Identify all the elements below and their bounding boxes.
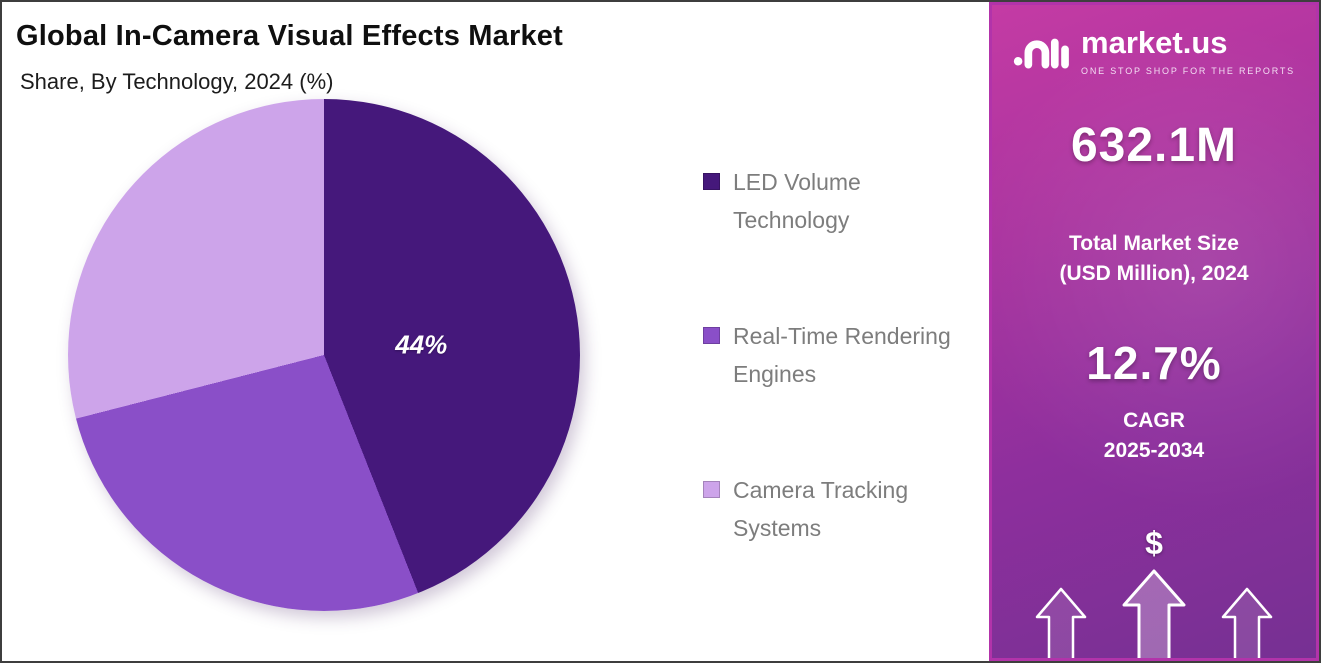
legend-swatch-led-volume (703, 173, 720, 190)
chart-legend: LED Volume Technology Real-Time Renderin… (703, 163, 963, 547)
page-title: Global In-Camera Visual Effects Market (16, 20, 563, 52)
brand-tagline: ONE STOP SHOP FOR THE REPORTS (1081, 65, 1295, 76)
legend-item-camera-tracking: Camera Tracking Systems (703, 471, 963, 547)
brand-text: market.us ONE STOP SHOP FOR THE REPORTS (1081, 25, 1295, 76)
pie-chart (68, 99, 580, 611)
stats-sidebar: market.us ONE STOP SHOP FOR THE REPORTS … (989, 2, 1319, 661)
market-size-label: Total Market Size (USD Million), 2024 (1059, 229, 1248, 290)
chart-section: Global In-Camera Visual Effects Market S… (2, 2, 989, 661)
legend-swatch-real-time-rendering (703, 327, 720, 344)
marketus-logo-icon (1013, 31, 1071, 76)
cagr-label-line2: 2025-2034 (1103, 439, 1205, 463)
legend-swatch-camera-tracking (703, 481, 720, 498)
pie-slice-label: 44% (395, 329, 448, 360)
brand-name: market.us (1081, 25, 1228, 60)
market-size-label-line1: Total Market Size (1069, 232, 1239, 255)
legend-label: Real-Time Rendering Engines (733, 323, 951, 387)
cagr-label-line1: CAGR (1123, 408, 1185, 432)
cagr-label: CAGR 2025-2034 (1104, 406, 1204, 467)
market-size-label-line2: (USD Million), 2024 (1059, 262, 1249, 286)
legend-label: Camera Tracking Systems (733, 477, 909, 541)
market-size-value: 632.1M (1070, 119, 1238, 172)
legend-item-led-volume: LED Volume Technology (703, 163, 963, 239)
growth-arrows-icon (1009, 569, 1299, 658)
page-subtitle: Share, By Technology, 2024 (%) (20, 69, 334, 94)
pie-chart-wrap: 44% (68, 99, 580, 611)
chart-row: 44% LED Volume Technology Real-Time Rend… (16, 99, 989, 611)
legend-label: LED Volume Technology (733, 169, 861, 233)
brand: market.us ONE STOP SHOP FOR THE REPORTS (1013, 25, 1295, 76)
cagr-value: 12.7% (1086, 336, 1222, 389)
legend-item-real-time-rendering: Real-Time Rendering Engines (703, 317, 963, 393)
dollar-symbol: $ (1145, 525, 1163, 561)
